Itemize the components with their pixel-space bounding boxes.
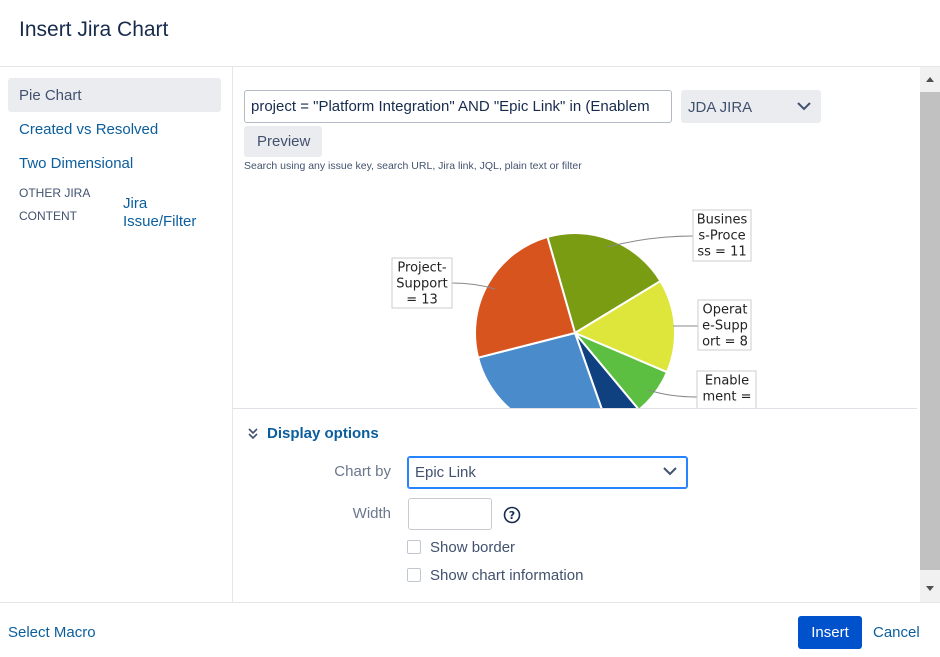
field-label: Chart by — [334, 463, 391, 480]
divider — [0, 602, 940, 603]
selected-item-bg — [8, 78, 221, 112]
pie-slice — [476, 331, 603, 408]
dropdown-icon — [797, 102, 811, 111]
checkbox-label: Show border — [430, 539, 516, 556]
slice-label: e-Supp — [702, 319, 748, 334]
checkbox[interactable] — [407, 568, 421, 582]
chart-by-value: Epic Link — [415, 464, 476, 481]
preview-label: Preview — [257, 133, 311, 150]
menu-item[interactable]: Pie Chart — [19, 87, 82, 104]
slice-label: = 13 — [406, 293, 438, 308]
insert-button[interactable]: Insert — [798, 616, 862, 649]
menu-item[interactable]: Created vs Resolved — [19, 121, 159, 138]
slice-label: ort = 8 — [702, 335, 748, 350]
slice-label: Enable — [705, 374, 749, 389]
leader-line — [606, 235, 694, 248]
menu-item[interactable]: Two Dimensional — [19, 155, 134, 172]
server-select[interactable] — [681, 90, 821, 123]
server-value: JDA JIRA — [688, 99, 753, 116]
scrollbar-thumb[interactable] — [920, 92, 940, 570]
cancel-link[interactable]: Cancel — [873, 624, 920, 641]
pie-slice — [474, 235, 577, 359]
label-box — [696, 370, 757, 408]
query-text: project = "Platform Integration" AND "Ep… — [251, 98, 650, 115]
svg-text:?: ? — [509, 509, 515, 522]
checkbox[interactable] — [407, 540, 421, 554]
scroll-up[interactable] — [920, 72, 940, 86]
checkbox-label: Show chart information — [430, 567, 584, 584]
width-input[interactable] — [408, 498, 492, 530]
pie-slice — [574, 332, 639, 408]
slice-label: ss = 11 — [697, 245, 746, 260]
expand-icon — [248, 428, 258, 440]
preview-button[interactable] — [244, 126, 322, 157]
slice-label: Project- — [397, 261, 446, 276]
scroll-down[interactable] — [920, 582, 940, 596]
slice-label: Busines — [697, 213, 748, 228]
slice-label: ment = — [702, 390, 751, 405]
label-box — [391, 257, 453, 309]
label-box — [692, 209, 752, 262]
select-macro-link[interactable]: Select Macro — [8, 624, 96, 641]
hint: Search using any issue key, search URL, … — [244, 160, 582, 172]
slice-label: s-Proce — [698, 229, 745, 244]
dialog-title: Insert Jira Chart — [19, 18, 169, 41]
dropdown-icon — [663, 467, 677, 476]
chart-by-select[interactable] — [407, 456, 688, 489]
label-box — [697, 299, 752, 351]
pie-slice — [574, 332, 669, 408]
divider — [0, 66, 940, 67]
leader-line — [647, 389, 698, 398]
search-input[interactable]: project = "Platform Integration" AND "Ep… — [244, 90, 672, 123]
pie-slice — [546, 232, 662, 335]
display-options-toggle[interactable]: Display options — [267, 425, 379, 442]
slice-label: Operat — [703, 303, 748, 318]
slice-label: Support — [396, 277, 447, 292]
divider — [232, 67, 233, 602]
divider — [233, 408, 917, 409]
section-heading: OTHER JIRA CONTENT — [19, 186, 90, 223]
field-label: Width — [352, 505, 391, 522]
help-icon[interactable]: ? — [503, 506, 521, 524]
leader-line — [451, 282, 496, 290]
menu-item[interactable]: Jira Issue/Filter — [123, 195, 197, 230]
